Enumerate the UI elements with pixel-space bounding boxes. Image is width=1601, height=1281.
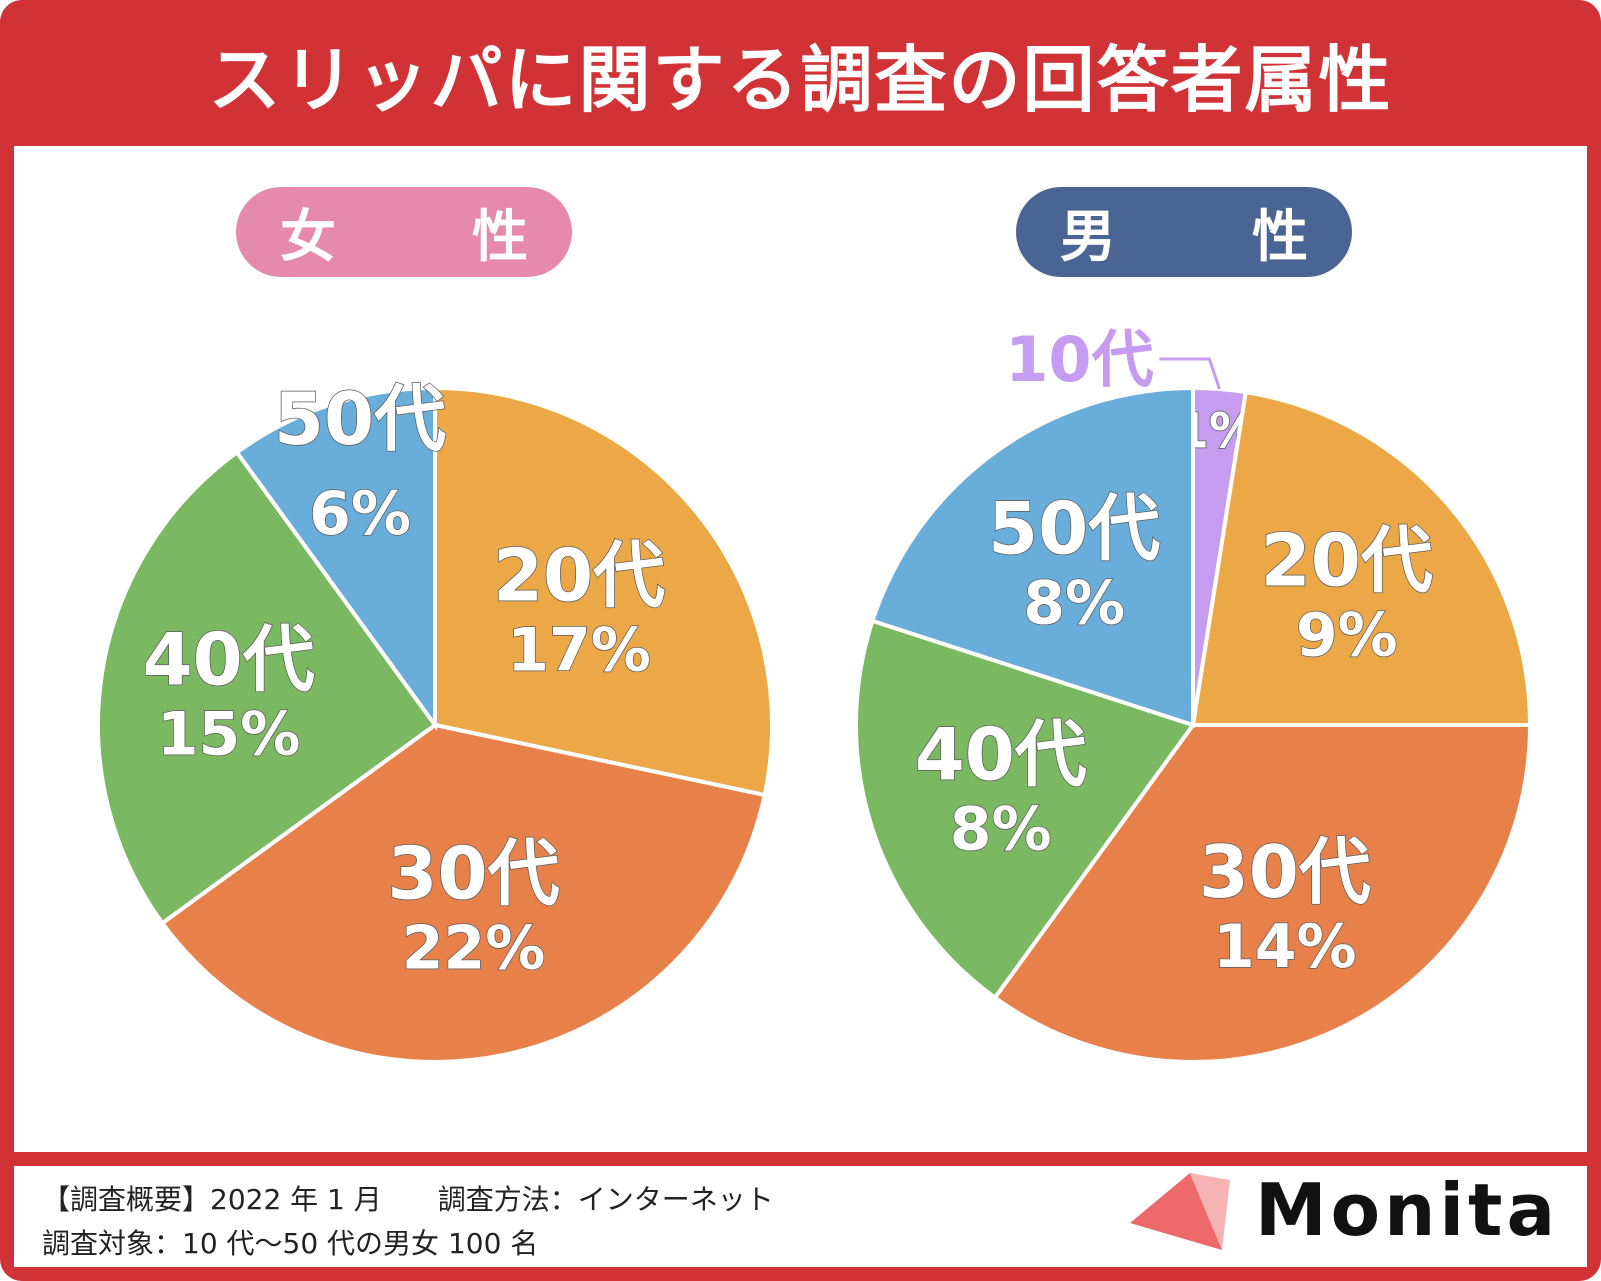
footer-panel — [14, 1166, 1587, 1267]
survey-target: 調査対象：10 代〜50 代の男女 100 名 — [42, 1227, 539, 1260]
pie-slice — [854, 618, 1197, 1001]
slice-value-label: 15% — [157, 699, 301, 769]
slice-label: 20代 — [1261, 519, 1433, 603]
slice-value-label: 6% — [309, 479, 411, 549]
slice-label: 40代 — [143, 617, 315, 701]
slice-value-label: 17% — [507, 615, 651, 685]
slice-label: 10代 — [1005, 323, 1153, 396]
leader-line — [1159, 357, 1221, 390]
slice-value-label: 14% — [1213, 912, 1357, 982]
slice-value-label: 9% — [1296, 601, 1398, 671]
logo-triangle-shade — [1190, 1173, 1230, 1250]
slice-label: 50代 — [988, 486, 1160, 570]
pie-slice — [992, 723, 1533, 1065]
triangle-logo-icon — [1130, 1173, 1230, 1250]
pie-slice — [159, 722, 768, 1064]
pie-slice — [234, 385, 437, 732]
slice-label: 30代 — [387, 831, 559, 915]
pie-slice — [433, 385, 774, 798]
slice-label: 20代 — [493, 533, 665, 617]
slice-label: 30代 — [1199, 830, 1371, 914]
slice-value-label: 8% — [1023, 568, 1125, 638]
slice-value-label: 8% — [950, 794, 1052, 864]
female-chart-title: 女 性 — [236, 187, 572, 277]
pie-slice — [1190, 389, 1533, 727]
logo-text: Monita — [1255, 1168, 1560, 1252]
pie-slice — [95, 449, 438, 926]
slice-value-label: 22% — [402, 913, 546, 983]
logo-triangle — [1130, 1173, 1222, 1250]
slice-label: 40代 — [915, 712, 1087, 796]
survey-summary: 【調査概要】2022 年 1 月 調査方法：インターネット — [42, 1183, 774, 1216]
page-title: スリッパに関する調査の回答者属性 — [208, 37, 1393, 122]
male-chart-title: 男 性 — [1016, 187, 1352, 277]
pie-slice — [869, 385, 1195, 728]
slice-label: 50代 — [274, 377, 446, 461]
